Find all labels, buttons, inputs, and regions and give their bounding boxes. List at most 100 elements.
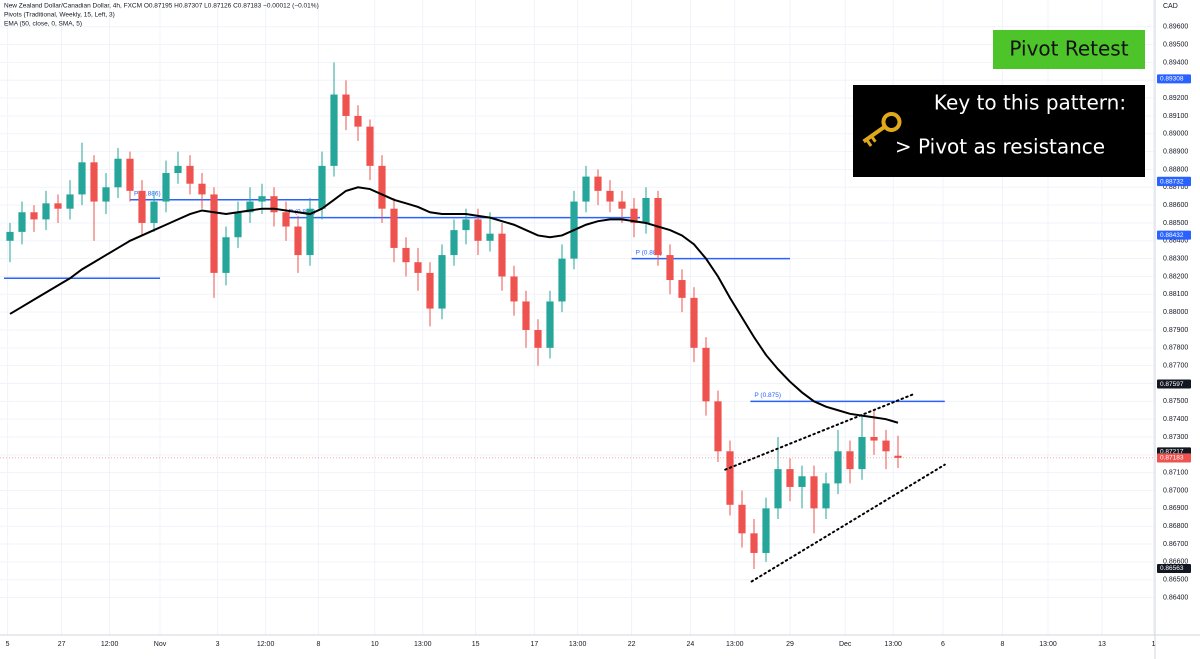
- x-tick-label: 1: [1152, 641, 1156, 648]
- y-tick-label: 0.88700: [1163, 184, 1188, 191]
- candle-body: [78, 162, 86, 195]
- candle-body: [738, 504, 746, 534]
- x-tick-label: 5: [6, 641, 10, 648]
- candle-body: [810, 476, 818, 509]
- badge-box: [993, 30, 1145, 69]
- x-tick-label: 13:00: [726, 641, 744, 648]
- candle-body: [726, 451, 734, 505]
- y-tick-label: 0.86400: [1163, 594, 1188, 601]
- candle-body: [558, 258, 566, 302]
- candle-body: [102, 187, 110, 202]
- candle-body: [522, 301, 530, 330]
- header-line: EMA (50, close, 0, SMA, 5): [4, 21, 82, 28]
- candle-body: [174, 165, 182, 174]
- candle-body: [678, 280, 686, 298]
- pivot-label: P (0.886): [134, 190, 161, 197]
- pivot-label: P (0.885): [289, 208, 316, 215]
- candle-body: [378, 165, 386, 209]
- candle-body: [306, 208, 314, 256]
- candle-body: [258, 196, 266, 202]
- candle-body: [90, 162, 98, 202]
- y-tick-label: 0.89600: [1163, 24, 1188, 31]
- candle-body: [18, 212, 26, 232]
- x-tick-label: 13: [1098, 641, 1106, 648]
- y-tick-label: 0.88600: [1163, 202, 1188, 209]
- price-tag-label: 0.87183: [1160, 455, 1184, 462]
- candle-body: [486, 233, 494, 241]
- candle-body: [354, 115, 362, 127]
- candle-body: [714, 401, 722, 452]
- y-tick-label: 0.86600: [1163, 559, 1188, 566]
- key-point: > Pivot as resistance: [895, 135, 1105, 159]
- price-tag-label: 0.88732: [1160, 178, 1184, 185]
- y-tick-label: 0.87800: [1163, 345, 1188, 352]
- candle-body: [126, 158, 134, 191]
- header-line: New Zealand Dollar/Canadian Dollar, 4h, …: [4, 3, 319, 10]
- candle-body: [318, 165, 326, 209]
- y-tick-label: 0.88100: [1163, 291, 1188, 298]
- candle-body: [114, 158, 122, 188]
- candle-body: [510, 276, 518, 302]
- header-line: Pivots (Traditional, Weekly, 15, Left, 3…: [4, 12, 115, 19]
- candle-body: [66, 194, 74, 209]
- y-tick-label: 0.88800: [1163, 166, 1188, 173]
- x-tick-label: Dec: [839, 641, 852, 648]
- candle-body: [582, 176, 590, 202]
- candle-body: [186, 165, 194, 184]
- price-tag: [1157, 177, 1191, 187]
- candle-body: [390, 208, 398, 248]
- candle-body: [54, 203, 62, 209]
- y-tick-label: 0.87900: [1163, 327, 1188, 334]
- x-tick-label: 17: [531, 641, 539, 648]
- y-tick-label: 0.88500: [1163, 220, 1188, 227]
- x-tick-label: 10: [371, 641, 379, 648]
- candle-body: [282, 212, 290, 227]
- price-tag: [1157, 379, 1191, 389]
- candle-body: [402, 247, 410, 263]
- candle-body: [366, 126, 374, 166]
- y-tick-label: 0.88300: [1163, 255, 1188, 262]
- candle-body: [342, 94, 350, 116]
- x-tick-label: 13:00: [414, 641, 432, 648]
- candle-body: [150, 201, 158, 223]
- candle-body: [750, 533, 758, 553]
- y-tick-label: 0.87100: [1163, 470, 1188, 477]
- y-tick-label: 0.88200: [1163, 273, 1188, 280]
- y-tick-label: 0.86900: [1163, 505, 1188, 512]
- candle-body: [294, 226, 302, 256]
- candle-body: [162, 173, 170, 202]
- y-tick-label: 0.89500: [1163, 41, 1188, 48]
- pivot-label: P (0.875): [754, 392, 781, 399]
- y-tick-label: 0.89200: [1163, 95, 1188, 102]
- ema-line: [9, 186, 899, 424]
- y-tick-label: 0.87500: [1163, 398, 1188, 405]
- candle-body: [42, 203, 50, 220]
- candle-body: [414, 262, 422, 273]
- candle-body: [762, 508, 770, 553]
- candle-body: [246, 201, 254, 213]
- candle-body: [846, 451, 854, 470]
- key-title: Key to this pattern:: [934, 91, 1126, 115]
- candle-body: [546, 301, 554, 348]
- candle-body: [138, 190, 146, 223]
- currency-label: CAD: [1163, 3, 1178, 10]
- candle-body: [894, 455, 902, 458]
- candle-body: [210, 194, 218, 273]
- candle-body: [426, 272, 434, 309]
- price-tag-label: 0.89308: [1160, 76, 1184, 83]
- price-tag-label: 0.86563: [1160, 565, 1184, 572]
- y-tick-label: 0.87000: [1163, 487, 1188, 494]
- price-tag: [1157, 230, 1191, 240]
- candle-body: [234, 212, 242, 238]
- key-box: [853, 85, 1145, 177]
- candle-body: [6, 231, 14, 241]
- y-tick-label: 0.87300: [1163, 434, 1188, 441]
- key-icon: [862, 111, 902, 147]
- y-tick-label: 0.88900: [1163, 148, 1188, 155]
- badge-text: Pivot Retest: [1009, 37, 1128, 61]
- price-tag: [1157, 453, 1191, 463]
- candle-body: [702, 347, 710, 402]
- y-tick-label: 0.88400: [1163, 238, 1188, 245]
